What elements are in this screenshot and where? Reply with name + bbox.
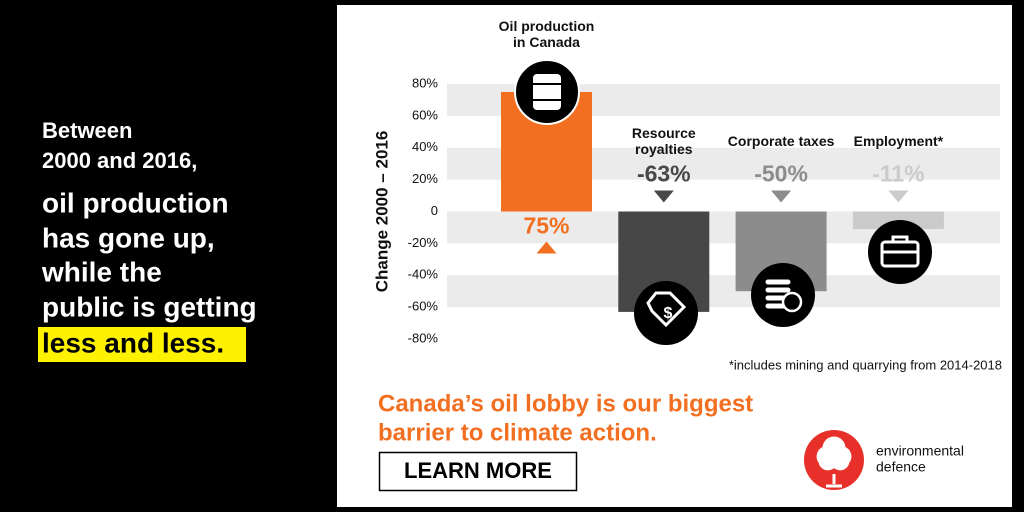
value-label: -50% (754, 161, 808, 187)
category-label: Corporate taxes (727, 132, 835, 149)
y-tick-label: -60% (408, 299, 439, 314)
y-tick-label: -80% (408, 330, 439, 345)
cta-line: Canada’s oil lobby is our biggest (378, 390, 753, 417)
headline-line: public is getting (42, 291, 257, 322)
cta-line: barrier to climate action. (378, 419, 657, 446)
value-arrow (536, 241, 557, 254)
category-label: Oil production in Canada (498, 17, 595, 50)
button-box[interactable] (378, 451, 578, 492)
category-label: Employment* (853, 132, 944, 149)
intro-line: Between (42, 118, 132, 143)
headline-line: while the (41, 256, 162, 287)
briefcase-body (880, 240, 920, 268)
value-label: 75% (523, 213, 569, 239)
button-label[interactable]: LEARN MORE (404, 458, 552, 483)
y-tick-label: 40% (412, 139, 438, 154)
coin-badge (781, 291, 803, 313)
coins-stack (765, 279, 791, 309)
logo-tree (816, 436, 852, 488)
highlight: less and less. (42, 327, 224, 358)
value-arrow (771, 190, 792, 203)
grid-stripe (447, 275, 1000, 308)
logo-text: defence (876, 459, 926, 475)
value-arrow (653, 190, 674, 203)
y-tick-label: -20% (408, 235, 439, 250)
value-label: -63% (637, 161, 691, 187)
barrel-shape (533, 74, 561, 110)
chart: 80% 60% 40% 20% 0 -20% -40% -60% -80% Change 2000… (372, 75, 1000, 345)
y-tick-label: -40% (408, 267, 439, 282)
value-arrow (888, 190, 909, 203)
y-axis-label: Change 2000 – 2016 (372, 131, 391, 293)
icons: $ (514, 59, 932, 345)
tag-shape (646, 291, 687, 328)
y-tick-label: 20% (412, 171, 438, 186)
y-tick-label: 60% (412, 107, 438, 122)
learn-more-button[interactable]: LEARN MORE (378, 451, 578, 492)
intro-line: 2000 and 2016, (42, 148, 197, 173)
logo: environmental defence (804, 430, 964, 490)
tag-symbol: $ (664, 305, 673, 322)
logo-text: environmental (876, 443, 964, 459)
highlight-bg (38, 327, 246, 362)
briefcase-handle (882, 235, 918, 254)
barrel-rings (533, 83, 561, 101)
coins-icon (751, 263, 815, 327)
tag-icon (634, 281, 698, 345)
category-label: Resource royalties (631, 124, 696, 157)
footnote: *includes mining and quarrying from 2014… (729, 357, 1002, 372)
y-tick-label: 80% (412, 75, 438, 90)
value-label: -11% (872, 161, 924, 187)
headline-line: has gone up, (42, 222, 215, 253)
headline-line: oil production (42, 187, 229, 218)
y-tick-label: 0 (431, 203, 438, 218)
